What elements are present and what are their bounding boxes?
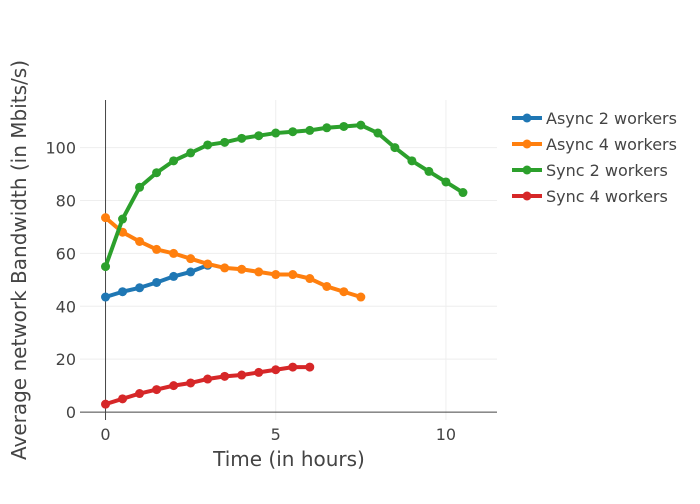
data-point: [101, 213, 111, 223]
data-point: [356, 292, 366, 302]
data-point: [254, 131, 264, 141]
series-0: [101, 260, 213, 302]
y-tick-label: 0: [66, 403, 76, 422]
legend[interactable]: Async 2 workers Async 4 workers Sync 2 wor…: [512, 109, 677, 206]
y-tick-label: 80: [56, 191, 76, 210]
data-point: [254, 267, 264, 277]
x-axis-title: Time (in hours): [212, 447, 365, 471]
data-point: [101, 399, 111, 409]
y-tick-label: 20: [56, 350, 76, 369]
data-point: [220, 263, 230, 273]
series-1: [101, 213, 366, 302]
data-point: [186, 267, 196, 277]
legend-swatch-marker: [522, 139, 532, 149]
x-tick-label: 5: [271, 425, 281, 444]
data-point: [135, 389, 145, 399]
series-2: [101, 120, 468, 272]
data-point: [390, 143, 400, 153]
data-point: [152, 244, 162, 254]
data-point: [356, 120, 366, 130]
y-tick-label: 60: [56, 244, 76, 263]
data-point: [101, 292, 111, 302]
data-point: [118, 214, 128, 224]
series-3: [101, 362, 315, 409]
data-point: [441, 177, 451, 187]
zero-line-layer: [80, 100, 497, 420]
data-point: [135, 182, 145, 192]
data-point: [169, 156, 179, 166]
data-point: [254, 367, 264, 377]
legend-label: Sync 4 workers: [546, 187, 668, 206]
data-point: [322, 281, 332, 291]
data-point: [186, 148, 196, 158]
y-tick-label: 40: [56, 297, 76, 316]
data-point: [458, 188, 468, 198]
data-point: [135, 236, 145, 246]
data-point: [237, 133, 247, 143]
legend-swatch-marker: [522, 191, 532, 201]
legend-swatch-marker: [522, 165, 532, 175]
data-point: [203, 259, 213, 269]
data-point: [271, 365, 281, 375]
data-point: [152, 277, 162, 287]
data-point: [220, 371, 230, 381]
legend-item[interactable]: Sync 4 workers: [512, 187, 668, 206]
data-point: [118, 394, 128, 404]
legend-item[interactable]: Async 4 workers: [512, 135, 677, 154]
data-point: [288, 270, 298, 280]
data-point: [322, 123, 332, 133]
grid-layer: [80, 100, 497, 420]
data-point: [424, 166, 434, 176]
data-point: [203, 140, 213, 150]
legend-item[interactable]: Async 2 workers: [512, 109, 677, 128]
series-line: [104, 216, 362, 299]
data-point: [169, 271, 179, 281]
legend-swatch-marker: [522, 113, 532, 123]
data-point: [373, 128, 383, 138]
data-point: [339, 287, 349, 297]
x-tick-label: 0: [100, 425, 110, 444]
legend-label: Async 2 workers: [546, 109, 677, 128]
legend-label: Sync 2 workers: [546, 161, 668, 180]
x-tick-label: 10: [436, 425, 456, 444]
data-point: [220, 137, 230, 147]
data-point: [169, 248, 179, 258]
data-point: [305, 362, 315, 372]
data-point: [288, 362, 298, 372]
data-point: [152, 168, 162, 178]
legend-item[interactable]: Sync 2 workers: [512, 161, 668, 180]
data-point: [271, 270, 281, 280]
axis-layer: 0 20 40 60 80 100 0 5 10: [45, 139, 456, 444]
data-point: [169, 381, 179, 391]
data-point: [152, 385, 162, 395]
data-point: [288, 127, 298, 137]
data-point: [407, 156, 417, 166]
y-axis-title: Average network Bandwidth (in Mbits/s): [7, 60, 31, 460]
data-point: [118, 287, 128, 297]
data-point: [305, 274, 315, 284]
data-point: [271, 128, 281, 138]
series-line: [103, 123, 465, 268]
data-point: [101, 262, 111, 272]
y-tick-label: 100: [45, 139, 76, 158]
series-layer: [101, 120, 468, 409]
data-point: [186, 378, 196, 388]
data-point: [203, 374, 213, 384]
data-point: [305, 125, 315, 135]
data-point: [135, 283, 145, 293]
data-point: [186, 254, 196, 264]
legend-label: Async 4 workers: [546, 135, 677, 154]
data-point: [237, 264, 247, 274]
data-point: [237, 370, 247, 380]
data-point: [339, 121, 349, 131]
